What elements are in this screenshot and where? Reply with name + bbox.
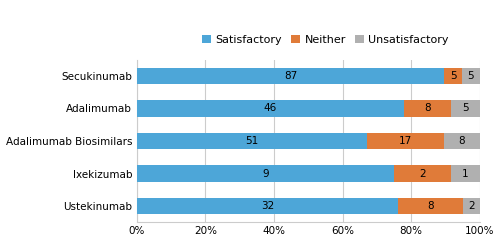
Text: 5: 5 <box>450 71 456 81</box>
Bar <box>137 165 394 182</box>
Bar <box>398 198 464 214</box>
Text: 32: 32 <box>261 201 274 211</box>
Text: 5: 5 <box>462 103 468 113</box>
Text: 9: 9 <box>262 168 269 179</box>
Text: 87: 87 <box>284 71 298 81</box>
Bar <box>444 133 480 149</box>
Legend: Satisfactory, Neither, Unsatisfactory: Satisfactory, Neither, Unsatisfactory <box>198 30 453 49</box>
Bar <box>451 165 480 182</box>
Bar <box>450 100 480 117</box>
Bar <box>137 100 404 117</box>
Bar <box>137 198 398 214</box>
Bar <box>464 198 479 214</box>
Text: 1: 1 <box>462 168 468 179</box>
Text: 51: 51 <box>246 136 258 146</box>
Bar <box>462 68 479 84</box>
Bar <box>367 133 444 149</box>
Text: 2: 2 <box>420 168 426 179</box>
Text: 46: 46 <box>264 103 277 113</box>
Text: 5: 5 <box>468 71 474 81</box>
Bar <box>394 165 451 182</box>
Text: 2: 2 <box>468 201 475 211</box>
Text: 8: 8 <box>458 136 465 146</box>
Text: 8: 8 <box>428 201 434 211</box>
Text: 17: 17 <box>398 136 412 146</box>
Text: 8: 8 <box>424 103 430 113</box>
Bar <box>444 68 462 84</box>
Bar <box>137 133 367 149</box>
Bar <box>137 68 444 84</box>
Bar <box>404 100 450 117</box>
